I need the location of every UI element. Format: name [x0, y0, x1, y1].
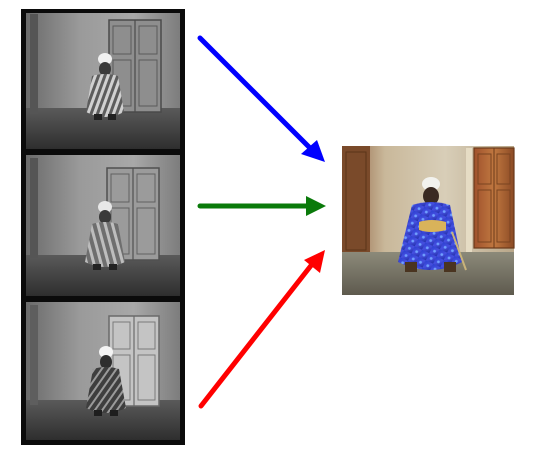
seated-figure [85, 201, 125, 270]
plate-green-filter [26, 155, 180, 296]
door [473, 147, 515, 249]
arrow-blue [197, 35, 325, 162]
plate-blue-filter [26, 13, 180, 149]
arrow-red [198, 250, 325, 409]
arrow-green [197, 196, 326, 216]
plate-red-filter [26, 302, 180, 440]
seated-figure [398, 177, 467, 272]
channel-arrows [197, 35, 326, 409]
left-wall-panel [342, 146, 370, 256]
color-composite-photo [342, 146, 515, 295]
glass-plate-strip [21, 9, 185, 445]
seated-figure [86, 346, 126, 416]
seated-figure [86, 53, 124, 120]
